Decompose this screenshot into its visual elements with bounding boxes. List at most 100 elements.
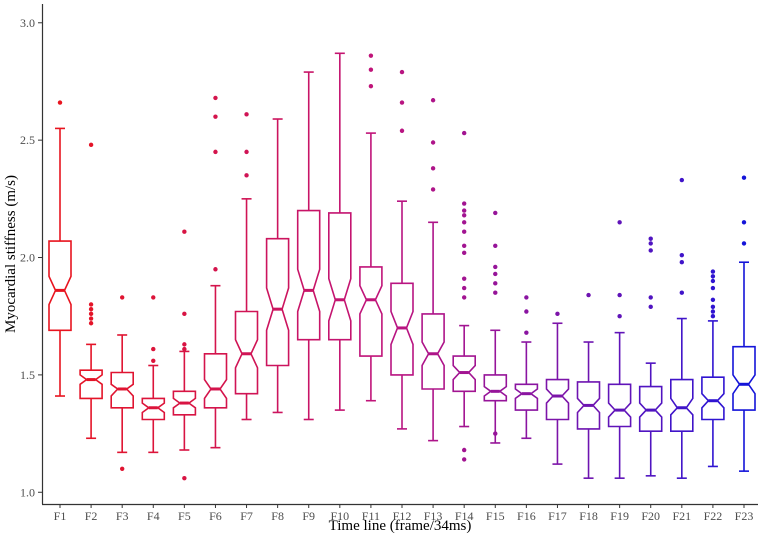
y-tick-label: 2.0	[20, 251, 35, 265]
outlier-point	[461, 213, 467, 218]
outlier-point	[151, 346, 156, 352]
outlier-point	[648, 236, 653, 241]
outlier-point	[119, 466, 125, 471]
outlier-point	[399, 69, 405, 75]
x-tick-label: F12	[393, 509, 412, 523]
box-f10	[327, 52, 352, 411]
box-f20	[638, 236, 663, 477]
outlier-point	[461, 130, 467, 136]
outlier-point	[461, 447, 467, 453]
outlier-point	[555, 311, 560, 317]
outlier-point	[741, 175, 747, 180]
box-f6	[203, 95, 228, 449]
notched-box	[296, 209, 321, 341]
box-f13	[421, 98, 445, 442]
x-tick-label: F14	[455, 509, 474, 523]
box-f2	[79, 142, 103, 440]
outlier-point	[399, 100, 405, 105]
box-f4	[141, 295, 166, 454]
x-tick-label: F20	[641, 509, 660, 523]
outlier-point	[182, 475, 187, 481]
outlier-point	[461, 250, 467, 256]
x-tick-label: F4	[147, 509, 160, 523]
outlier-point	[182, 346, 187, 352]
outlier-point	[648, 241, 653, 246]
outlier-point	[368, 83, 374, 89]
box-series	[48, 52, 756, 481]
outlier-point	[493, 290, 498, 295]
outlier-point	[461, 276, 467, 281]
x-tick-label: F21	[672, 509, 691, 523]
outlier-point	[648, 248, 653, 253]
outlier-point	[586, 292, 591, 298]
x-tick-label: F9	[302, 509, 315, 523]
outlier-point	[617, 220, 622, 225]
outlier-point	[461, 243, 467, 248]
notched-box	[265, 237, 290, 367]
outlier-point	[493, 281, 498, 286]
outlier-point	[493, 210, 498, 216]
x-tick-label: F19	[610, 509, 629, 523]
outlier-point	[679, 290, 685, 295]
outlier-point	[461, 229, 467, 234]
notched-box	[669, 378, 694, 433]
x-tick-label: F8	[271, 509, 284, 523]
outlier-point	[182, 342, 187, 347]
outlier-point	[524, 330, 529, 335]
notched-box	[327, 212, 352, 341]
box-f7	[234, 112, 259, 421]
outlier-point	[524, 309, 529, 314]
outlier-point	[244, 173, 249, 178]
outlier-point	[461, 295, 467, 300]
box-f15	[483, 210, 508, 444]
outlier-point	[493, 431, 498, 436]
y-tick-label: 1.5	[20, 368, 35, 382]
outlier-point	[648, 304, 653, 310]
box-f23	[732, 175, 756, 472]
notched-box	[79, 369, 103, 400]
box-f22	[701, 269, 725, 468]
outlier-point	[648, 295, 653, 300]
outlier-point	[57, 100, 63, 105]
x-tick-label: F13	[424, 509, 443, 523]
box-f19	[607, 220, 632, 479]
outlier-point	[244, 112, 249, 117]
notched-box	[732, 345, 756, 411]
y-tick-label: 2.5	[20, 133, 35, 147]
outlier-point	[710, 297, 716, 302]
box-f8	[265, 118, 290, 414]
outlier-point	[213, 95, 218, 101]
box-f18	[576, 292, 601, 479]
outlier-point	[213, 267, 218, 272]
outlier-point	[88, 142, 94, 148]
box-f16	[514, 295, 539, 440]
outlier-point	[679, 252, 685, 258]
outlier-point	[88, 321, 94, 326]
outlier-point	[710, 285, 716, 291]
outlier-point	[182, 311, 187, 317]
outlier-point	[430, 187, 436, 192]
notched-box	[359, 266, 383, 357]
box-f3	[110, 295, 134, 471]
outlier-point	[213, 114, 218, 119]
outlier-point	[679, 177, 685, 183]
x-tick-label: F15	[486, 509, 505, 523]
outlier-point	[493, 243, 498, 248]
outlier-point	[617, 292, 622, 298]
outlier-point	[461, 457, 467, 462]
notched-box	[203, 352, 228, 409]
notched-box	[421, 313, 445, 390]
notched-box	[48, 240, 72, 332]
x-tick-label: F22	[704, 509, 723, 523]
outlier-point	[710, 278, 716, 284]
outlier-point	[151, 358, 156, 364]
outlier-point	[430, 166, 436, 171]
box-f14	[452, 130, 477, 462]
outlier-point	[119, 295, 125, 300]
x-tick-label: F3	[116, 509, 129, 523]
notched-box	[701, 376, 725, 421]
y-tick-label: 3.0	[20, 16, 35, 30]
outlier-point	[182, 229, 187, 234]
x-tick-label: F11	[362, 509, 380, 523]
